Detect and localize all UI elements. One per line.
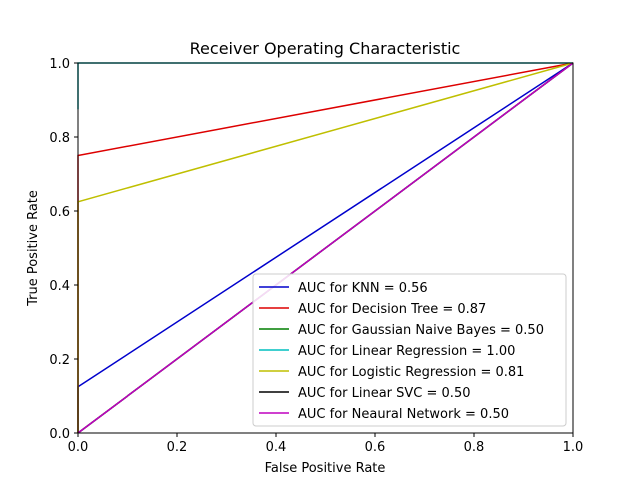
legend-label-6: AUC for Neaural Network = 0.50 [298, 407, 509, 422]
chart-title: Receiver Operating Characteristic [190, 39, 461, 58]
legend-label-2: AUC for Gaussian Naive Bayes = 0.50 [298, 323, 544, 338]
x-tick-label: 0.8 [464, 440, 485, 455]
series-line-6 [77, 62, 574, 434]
legend-items: AUC for KNN = 0.56 AUC for Decision Tree … [259, 281, 544, 422]
legend-label-3: AUC for Linear Regression = 1.00 [298, 344, 515, 359]
y-tick-label: 0.6 [49, 205, 70, 220]
x-tick-label: 0.2 [167, 440, 188, 455]
legend-label-1: AUC for Decision Tree = 0.87 [298, 302, 486, 317]
legend-label-4: AUC for Logistic Regression = 0.81 [298, 365, 524, 380]
x-tick-label: 0.0 [68, 440, 89, 455]
y-tick-label: 0.8 [49, 131, 70, 146]
x-tick-label: 1.0 [563, 440, 584, 455]
legend-box [252, 273, 567, 427]
x-axis-label: False Positive Rate [265, 461, 386, 476]
series-line-3 [77, 62, 573, 110]
legend-label-0: AUC for KNN = 0.56 [298, 281, 428, 296]
x-tick-label: 0.6 [365, 440, 386, 455]
y-tick-label: 1.0 [49, 57, 70, 72]
legend: AUC for KNN = 0.56 AUC for Decision Tree … [252, 273, 567, 427]
y-axis-ticks: 0.0 0.2 0.4 0.6 0.8 1.0 [49, 57, 78, 442]
y-tick-label: 0.0 [49, 427, 70, 442]
y-axis-label: True Positive Rate [26, 190, 41, 307]
y-tick-label: 0.4 [49, 279, 70, 294]
plot-frame [77, 62, 574, 434]
x-tick-label: 0.4 [266, 440, 287, 455]
legend-label-5: AUC for Linear SVC = 0.50 [298, 386, 471, 401]
y-tick-label: 0.2 [49, 353, 70, 368]
x-axis-ticks: 0.0 0.2 0.4 0.6 0.8 1.0 [68, 433, 584, 455]
